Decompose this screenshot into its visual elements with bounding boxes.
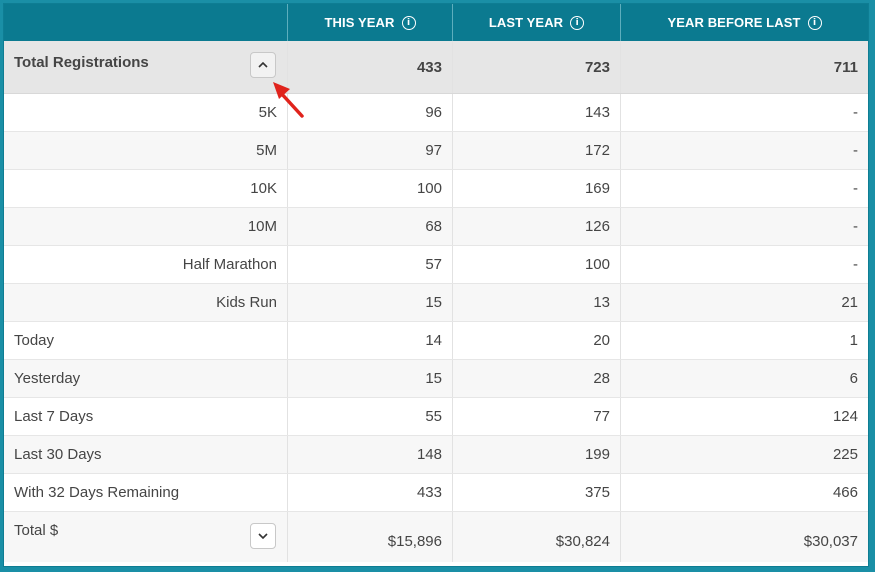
chevron-down-icon [258, 533, 268, 539]
table-cell: 21 [841, 294, 858, 311]
table-cell: 148 [288, 436, 453, 473]
table-row: Half Marathon 57 100 - [4, 246, 868, 284]
info-icon[interactable]: i [401, 15, 416, 30]
table-cell: 96 [288, 94, 453, 131]
table-cell: 169 [453, 170, 621, 207]
row-label: 10K [4, 170, 288, 207]
row-label: Today [4, 322, 288, 359]
table-cell: 20 [453, 322, 621, 359]
table-cell: 15 [288, 284, 453, 321]
table-row: 10M 68 126 - [4, 208, 868, 246]
header-this-year: THIS YEAR i [288, 4, 453, 41]
row-label: Half Marathon [4, 246, 288, 283]
row-label: 10M [4, 208, 288, 245]
table-cell: $15,896 [288, 512, 453, 562]
table-cell: 14 [288, 322, 453, 359]
table-cell: 57 [288, 246, 453, 283]
table-row: 5K 96 143 - [4, 94, 868, 132]
table-cell: 55 [288, 398, 453, 435]
table-cell: 124 [832, 408, 858, 425]
table-cell: - [853, 142, 858, 159]
total-registrations-row: Total Registrations 433 723 711 [4, 41, 868, 94]
table-cell: 199 [453, 436, 621, 473]
total-dollars-label-cell: Total $ [4, 512, 288, 562]
info-icon[interactable]: i [807, 15, 822, 30]
header-year-before-last: YEAR BEFORE LAST i [621, 4, 868, 41]
row-label: Last 30 Days [4, 436, 288, 473]
table-cell: 6 [849, 370, 858, 387]
table-cell: 225 [832, 446, 858, 463]
total-registrations-label-cell: Total Registrations [4, 41, 288, 93]
row-label: Yesterday [4, 360, 288, 397]
table-row: Kids Run 15 13 21 [4, 284, 868, 322]
table-row: With 32 Days Remaining 433 375 466 [4, 474, 868, 512]
table-row: Last 30 Days 148 199 225 [4, 436, 868, 474]
table-row: 10K 100 169 - [4, 170, 868, 208]
table-cell: 433 [288, 41, 453, 93]
chevron-up-icon [258, 62, 268, 68]
table-cell: 97 [288, 132, 453, 169]
total-dollars-label: Total $ [14, 522, 59, 539]
row-label: With 32 Days Remaining [4, 474, 288, 511]
table-cell: 77 [453, 398, 621, 435]
table-row: Today 14 20 1 [4, 322, 868, 360]
total-dollars-row: Total $ $15,896 $30,824 $30,037 [4, 512, 868, 562]
header-last-year: LAST YEAR i [453, 4, 621, 41]
table-cell: - [853, 180, 858, 197]
table-cell: 711 [833, 58, 858, 76]
registrations-table: THIS YEAR i LAST YEAR i YEAR BEFORE LAST… [3, 3, 869, 567]
table-cell: - [853, 104, 858, 121]
table-row: 5M 97 172 - [4, 132, 868, 170]
info-icon[interactable]: i [570, 15, 585, 30]
collapse-button[interactable] [250, 52, 276, 78]
header-empty-cell [4, 4, 288, 41]
table-cell: 723 [453, 41, 621, 93]
row-label: 5K [4, 94, 288, 131]
table-cell: 375 [453, 474, 621, 511]
row-label: Kids Run [4, 284, 288, 321]
table-cell: 28 [453, 360, 621, 397]
row-label: Last 7 Days [4, 398, 288, 435]
table-row: Last 7 Days 55 77 124 [4, 398, 868, 436]
table-cell: 433 [288, 474, 453, 511]
row-label: 5M [4, 132, 288, 169]
table-row: Yesterday 15 28 6 [4, 360, 868, 398]
table-cell: $30,824 [453, 512, 621, 562]
table-cell: 68 [288, 208, 453, 245]
expand-button[interactable] [250, 523, 276, 549]
table-cell: 466 [832, 484, 858, 501]
table-cell: 172 [453, 132, 621, 169]
total-registrations-label: Total Registrations [14, 54, 149, 71]
table-header: THIS YEAR i LAST YEAR i YEAR BEFORE LAST… [4, 4, 868, 41]
table-cell: 15 [288, 360, 453, 397]
table-cell: 13 [453, 284, 621, 321]
table-cell: 100 [288, 170, 453, 207]
table-cell: 1 [849, 332, 858, 349]
table-cell: 126 [453, 208, 621, 245]
table-cell: 143 [453, 94, 621, 131]
table-cell: $30,037 [803, 533, 858, 550]
table-cell: 100 [453, 246, 621, 283]
table-cell: - [853, 218, 858, 235]
table-cell: - [853, 256, 858, 273]
